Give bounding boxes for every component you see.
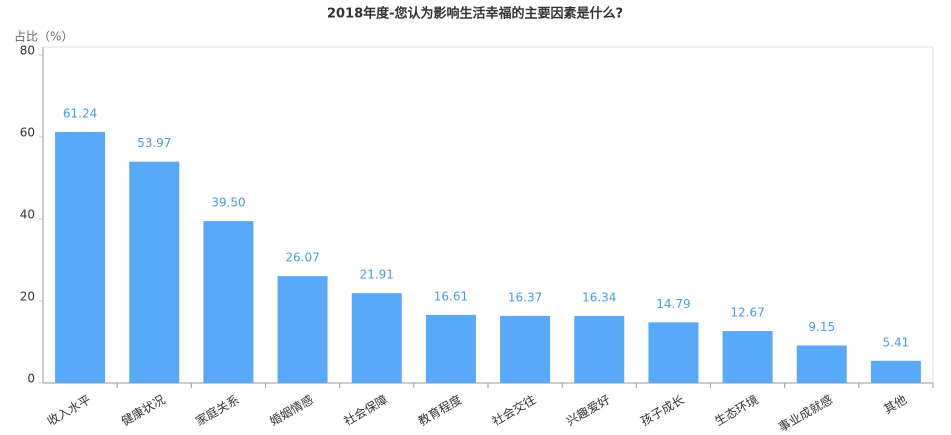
x-tick-label: 教育程度: [415, 392, 464, 429]
value-label: 16.34: [582, 291, 616, 305]
y-tick-label: 20: [20, 290, 35, 304]
y-tick-label: 60: [20, 126, 35, 140]
bar: [796, 345, 847, 383]
bar: [129, 161, 180, 383]
y-tick-label: 80: [20, 44, 35, 58]
value-label: 12.67: [730, 306, 764, 320]
x-tick-label: 兴趣爱好: [563, 392, 612, 429]
value-label: 5.41: [883, 335, 910, 349]
bar: [425, 314, 476, 383]
bar: [648, 322, 699, 383]
x-tick-label: 婚姻情感: [267, 392, 316, 429]
x-tick-label: 家庭关系: [193, 392, 242, 429]
y-tick-label: 0: [27, 372, 35, 386]
value-label: 21.91: [360, 268, 394, 282]
x-tick-label: 生态环境: [712, 392, 761, 429]
bar: [203, 221, 254, 383]
x-tick-label: 社会交往: [489, 392, 538, 429]
bar: [351, 293, 402, 383]
chart-title: 2018年度-您认为影响生活幸福的主要因素是什么?: [327, 6, 623, 22]
value-label: 16.61: [434, 289, 468, 303]
value-label: 9.15: [808, 320, 835, 334]
bar: [277, 276, 328, 383]
bar: [870, 360, 921, 383]
bar: [500, 315, 551, 383]
x-tick-label: 孩子成长: [638, 393, 687, 429]
x-tick-label: 收入水平: [45, 393, 94, 429]
value-label: 14.79: [656, 297, 690, 311]
x-tick-label: 社会保障: [341, 392, 390, 429]
y-axis-label: 占比（%）: [14, 29, 73, 44]
value-label: 26.07: [285, 251, 319, 265]
x-tick-label: 事业成就感: [776, 392, 835, 435]
value-label: 61.24: [63, 106, 97, 120]
x-tick-label: 其他: [881, 393, 909, 417]
bar: [722, 331, 773, 383]
bar: [55, 131, 106, 383]
bar: [574, 316, 625, 383]
x-tick-label: 健康状况: [118, 392, 167, 429]
value-label: 16.37: [508, 290, 542, 304]
value-label: 53.97: [137, 136, 171, 150]
y-tick-label: 40: [20, 208, 35, 222]
value-label: 39.50: [211, 196, 245, 210]
